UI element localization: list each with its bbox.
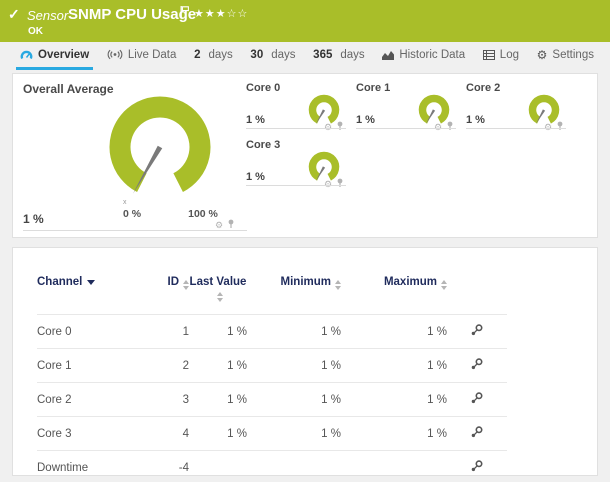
sort-arrows-icon bbox=[217, 292, 223, 302]
page-title: SNMP CPU Usage bbox=[68, 6, 197, 23]
table-row: Core 3 4 1 % 1 % 1 % bbox=[37, 416, 507, 451]
pin-icon[interactable] bbox=[446, 118, 454, 136]
column-header-last-value[interactable]: Last Value bbox=[189, 266, 247, 315]
table-row: Core 0 1 1 % 1 % 1 % bbox=[37, 314, 507, 349]
column-header-channel[interactable]: Channel bbox=[37, 266, 155, 315]
sort-arrows-icon bbox=[335, 280, 341, 290]
gauge-title-core1: Core 1 bbox=[356, 82, 391, 94]
object-kind-label: Sensor bbox=[27, 8, 69, 23]
column-header-id[interactable]: ID bbox=[155, 266, 189, 315]
scale-start-marker: x bbox=[123, 199, 127, 206]
divider bbox=[246, 185, 346, 186]
channel-gear-icon[interactable]: ⚙ bbox=[434, 121, 443, 132]
sort-arrows-icon bbox=[183, 280, 189, 290]
channel-settings-wrench-icon[interactable] bbox=[470, 460, 484, 476]
core1-gauge bbox=[418, 94, 450, 124]
divider bbox=[246, 128, 346, 129]
divider bbox=[466, 128, 566, 129]
tab-log[interactable]: Log bbox=[479, 42, 523, 70]
tab-30-days[interactable]: 30 days bbox=[250, 48, 296, 61]
pin-icon[interactable] bbox=[556, 118, 564, 136]
divider bbox=[356, 128, 456, 129]
gauge-needle bbox=[132, 145, 163, 194]
gauge-needle bbox=[315, 109, 326, 124]
channel-gear-icon[interactable]: ⚙ bbox=[324, 121, 333, 132]
pin-icon[interactable] bbox=[336, 175, 344, 193]
gauge-title-overall: Overall Average bbox=[23, 82, 114, 96]
column-header-maximum[interactable]: Maximum bbox=[341, 266, 447, 315]
channel-settings-wrench-icon[interactable] bbox=[470, 392, 484, 408]
gauge-icon bbox=[20, 49, 33, 60]
area-chart-icon bbox=[382, 50, 395, 60]
sensor-header: ✓ Sensor SNMP CPU Usage ★★★☆☆ OK bbox=[0, 0, 610, 42]
channel-table: Channel ID Last Value Minimum Maximum bbox=[37, 266, 507, 482]
priority-stars[interactable]: ★★★☆☆ bbox=[194, 8, 249, 20]
gauge-title-core3: Core 3 bbox=[246, 139, 281, 151]
channel-settings-wrench-icon[interactable] bbox=[470, 324, 484, 340]
channel-gear-icon[interactable]: ⚙ bbox=[215, 219, 224, 230]
gauge-cell-core3: Core 3 1 % ⚙ bbox=[246, 137, 352, 192]
tab-settings[interactable]: ⚙ Settings bbox=[536, 47, 594, 62]
table-row: Core 2 3 1 % 1 % 1 % bbox=[37, 382, 507, 417]
tab-bar: Overview Live Data 2 days 30 days 365 da… bbox=[0, 42, 610, 70]
gauge-needle bbox=[315, 166, 326, 181]
gauge-value-core3: 1 % bbox=[246, 171, 265, 183]
tab-historic-data[interactable]: Historic Data bbox=[378, 42, 469, 70]
core2-gauge bbox=[528, 94, 560, 124]
channel-gear-icon[interactable]: ⚙ bbox=[544, 121, 553, 132]
tab-overview[interactable]: Overview bbox=[16, 42, 94, 70]
channel-settings-wrench-icon[interactable] bbox=[470, 358, 484, 374]
tab-365-days[interactable]: 365 days bbox=[313, 48, 365, 61]
channel-name[interactable]: Core 0 bbox=[37, 314, 155, 349]
gauge-value-core2: 1 % bbox=[466, 114, 485, 126]
gauge-needle bbox=[535, 109, 546, 124]
gauge-value-core1: 1 % bbox=[356, 114, 375, 126]
tab-live-data[interactable]: Live Data bbox=[103, 42, 181, 70]
gauge-value-core0: 1 % bbox=[246, 114, 265, 126]
gauge-cell-core1: Core 1 1 % ⚙ bbox=[356, 80, 462, 135]
channel-name[interactable]: Core 1 bbox=[37, 348, 155, 383]
core0-gauge bbox=[308, 94, 340, 124]
status-ok-check-icon: ✓ bbox=[8, 6, 20, 22]
pin-icon[interactable] bbox=[336, 118, 344, 136]
gauge-needle bbox=[425, 109, 436, 124]
gauge-cell-core2: Core 2 1 % ⚙ bbox=[466, 80, 572, 135]
channel-name[interactable]: Core 3 bbox=[37, 416, 155, 451]
channel-name[interactable]: Core 2 bbox=[37, 382, 155, 417]
table-row: Core 1 2 1 % 1 % 1 % bbox=[37, 348, 507, 383]
channel-name[interactable]: Downtime bbox=[37, 450, 155, 482]
table-header-row: Channel ID Last Value Minimum Maximum bbox=[37, 266, 507, 315]
priority-flag-icon[interactable] bbox=[180, 5, 190, 23]
channel-gear-icon[interactable]: ⚙ bbox=[324, 178, 333, 189]
gauge-title-core2: Core 2 bbox=[466, 82, 501, 94]
broadcast-icon bbox=[107, 49, 123, 60]
gear-icon: ⚙ bbox=[536, 47, 548, 62]
gauge-cell-core0: Core 0 1 % ⚙ bbox=[246, 80, 352, 135]
log-icon bbox=[482, 49, 495, 60]
overall-average-gauge: x bbox=[109, 96, 211, 206]
sort-arrows-icon bbox=[441, 280, 447, 290]
gauge-scale-max: 100 % bbox=[188, 208, 218, 220]
pin-icon[interactable] bbox=[227, 216, 235, 234]
column-header-minimum[interactable]: Minimum bbox=[247, 266, 341, 315]
core3-gauge bbox=[308, 151, 340, 181]
gauge-value-overall: 1 % bbox=[23, 212, 44, 226]
channel-table-panel: Channel ID Last Value Minimum Maximum bbox=[12, 247, 598, 482]
sort-caret-icon bbox=[87, 280, 96, 285]
status-badge: OK bbox=[28, 26, 43, 37]
divider bbox=[23, 230, 247, 231]
gauge-scale-min: 0 % bbox=[122, 208, 142, 220]
channel-settings-wrench-icon[interactable] bbox=[470, 426, 484, 442]
table-row: Downtime -4 bbox=[37, 450, 507, 482]
tab-2-days[interactable]: 2 days bbox=[194, 48, 233, 61]
overview-panel: Overall Average x 0 % 100 % 1 % ⚙ Core 0… bbox=[12, 73, 598, 238]
gauge-title-core0: Core 0 bbox=[246, 82, 281, 94]
